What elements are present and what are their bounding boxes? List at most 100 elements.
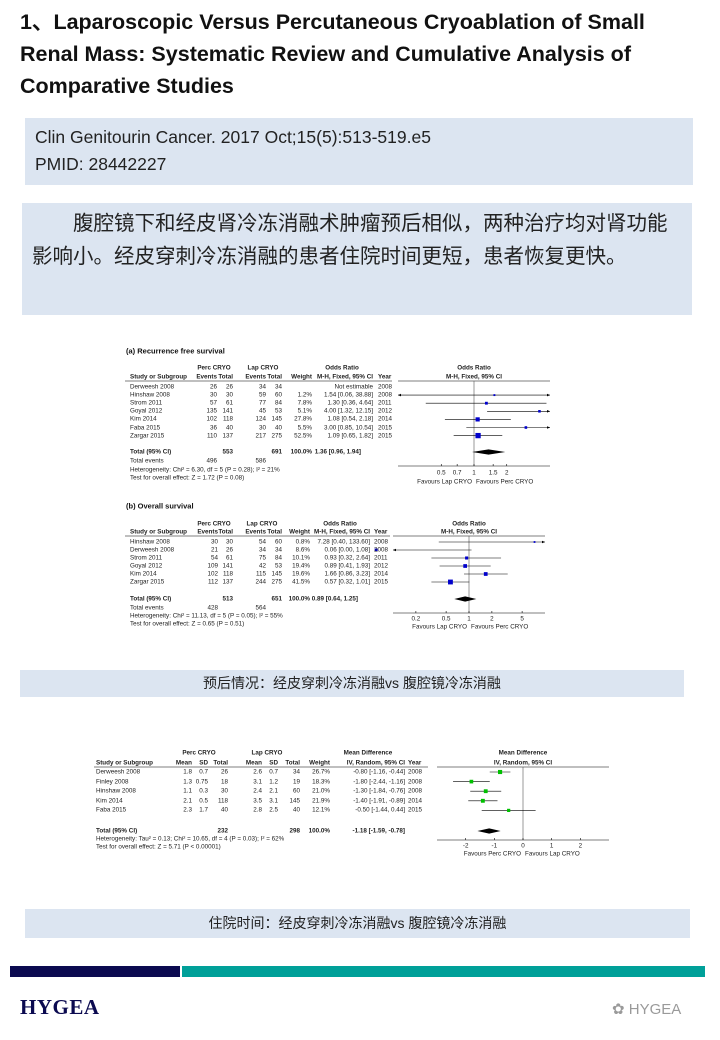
study-ci: 0.93 [0.32, 2.64]	[324, 554, 370, 562]
x-tick-label: 0.7	[452, 469, 462, 477]
study-ci: 1.09 [0.65, 1.82]	[327, 432, 373, 440]
effect-header: Mean Difference	[343, 749, 393, 757]
total-n2: 298	[289, 827, 300, 835]
study-study: Hinshaw 2008	[130, 391, 170, 399]
group1-header: Perc CRYO	[197, 520, 231, 528]
study-events2: 30	[258, 424, 266, 431]
overall-effect-text: Test for overall effect: Z = 0.65 (P = 0…	[130, 620, 245, 628]
total-events-2: 564	[255, 604, 266, 612]
study-total2: 145	[289, 797, 300, 805]
group2-header: Lap CRYO	[246, 520, 278, 528]
point-estimate	[483, 572, 488, 576]
study-events2: 45	[258, 407, 266, 415]
study-events2: 34	[258, 383, 266, 391]
study-total2: 84	[274, 554, 282, 562]
study-events1: 57	[209, 399, 217, 407]
study-total1: 40	[225, 424, 233, 431]
study-total2: 60	[292, 787, 300, 795]
favours-right-label: Favours Perc CRYO	[471, 623, 529, 631]
point-estimate	[480, 798, 485, 803]
x-tick-label: 1	[549, 842, 554, 850]
column-header: Total	[218, 373, 233, 381]
study-total2: 60	[274, 391, 282, 399]
total-events-1: 428	[207, 604, 218, 612]
study-events2: 244	[255, 578, 266, 586]
total-n1: 232	[217, 827, 228, 835]
heterogeneity-text: Heterogeneity: Tau² = 0.13; Chi² = 10.65…	[96, 835, 285, 843]
study-total2: 53	[274, 562, 282, 570]
point-estimate	[538, 410, 541, 413]
watermark: ✿ HYGEA	[612, 1001, 682, 1018]
column-header: M-H, Fixed, 95% CI	[314, 528, 370, 536]
point-estimate	[475, 432, 481, 439]
total-n1: 513	[222, 595, 233, 603]
total-n1: 553	[222, 448, 233, 456]
study-study: Zargar 2015	[130, 578, 165, 586]
study-events1: 102	[207, 570, 218, 578]
x-tick-label: 0.5	[441, 615, 451, 623]
study-total1: 18	[220, 778, 228, 786]
study-events1: 30	[210, 538, 218, 546]
study-events1: 109	[207, 562, 218, 570]
study-year: 2008	[378, 391, 393, 399]
study-total2: 40	[274, 424, 282, 431]
study-study: Strom 2011	[130, 399, 163, 407]
study-total2: 275	[271, 578, 282, 586]
study-total2: 34	[274, 546, 282, 554]
study-sd1: 0.5	[199, 797, 208, 805]
arrow-right-icon	[547, 426, 550, 429]
favours-right-label: Favours Perc CRYO	[476, 478, 534, 486]
study-events2: 75	[258, 554, 266, 562]
study-mean2: 2.4	[253, 787, 262, 795]
citation-pmid: PMID: 28442227	[35, 154, 167, 174]
column-header: Events	[197, 528, 218, 536]
column-header: SD	[269, 759, 278, 767]
caption-prognosis: 预后情况：经皮穿刺冷冻消融vs 腹腔镜冷冻消融	[20, 670, 684, 697]
study-year: 2014	[408, 797, 423, 805]
study-events1: 30	[209, 391, 217, 399]
study-total1: 141	[222, 562, 233, 570]
study-study: Zargar 2015	[130, 432, 165, 440]
study-weight: 52.5%	[294, 432, 312, 440]
arrow-right-icon	[547, 410, 550, 413]
study-study: Faba 2015	[96, 806, 127, 814]
study-weight: 41.5%	[292, 578, 310, 586]
study-events2: 77	[258, 399, 266, 407]
hygea-logo: HYGEA	[20, 995, 100, 1019]
study-ci: 7.28 [0.40, 133.60]	[317, 538, 370, 546]
effect-header: Odds Ratio	[323, 520, 357, 528]
column-header: Study or Subgroup	[96, 759, 154, 767]
article-title: 1、Laparoscopic Versus Percutaneous Cryoa…	[20, 10, 645, 98]
study-year: 2008	[408, 778, 423, 786]
x-tick-label: 1	[467, 615, 471, 623]
point-estimate	[507, 808, 511, 813]
x-tick-label: -1	[491, 842, 498, 850]
study-events1: 102	[206, 415, 217, 423]
study-events2: 42	[258, 562, 266, 570]
study-total2: 34	[274, 383, 282, 391]
column-header: Events	[245, 528, 266, 536]
study-mean1: 1.8	[183, 768, 192, 776]
point-estimate	[497, 769, 503, 775]
study-ci: Not estimable	[334, 383, 374, 391]
study-ci: 1.54 [0.06, 38.88]	[323, 391, 373, 399]
study-study: Faba 2015	[130, 424, 161, 431]
plot-header: Odds Ratio	[452, 520, 486, 528]
study-ci: 0.57 [0.32, 1.01]	[324, 578, 370, 586]
study-ci: -0.80 [-1.16, -0.44]	[353, 768, 405, 776]
favours-left-label: Favours Lap CRYO	[417, 478, 472, 486]
total-label: Total (95% CI)	[130, 448, 172, 456]
study-study: Hinshaw 2008	[130, 538, 170, 546]
study-study: Goyal 2012	[130, 407, 163, 415]
study-ci: 1.30 [0.36, 4.64]	[327, 399, 373, 407]
caption-hospital-stay: 住院时间：经皮穿刺冷冻消融vs 腹腔镜冷冻消融	[25, 909, 690, 938]
column-header: Total	[267, 528, 282, 536]
study-total2: 34	[292, 768, 300, 776]
study-events1: 112	[207, 578, 218, 586]
column-header: Weight	[309, 759, 330, 767]
summary-diamond	[477, 828, 501, 834]
study-year: 2015	[378, 424, 393, 431]
study-study: Goyal 2012	[130, 562, 163, 570]
study-total2: 53	[274, 407, 282, 415]
arrow-right-icon	[542, 540, 545, 544]
